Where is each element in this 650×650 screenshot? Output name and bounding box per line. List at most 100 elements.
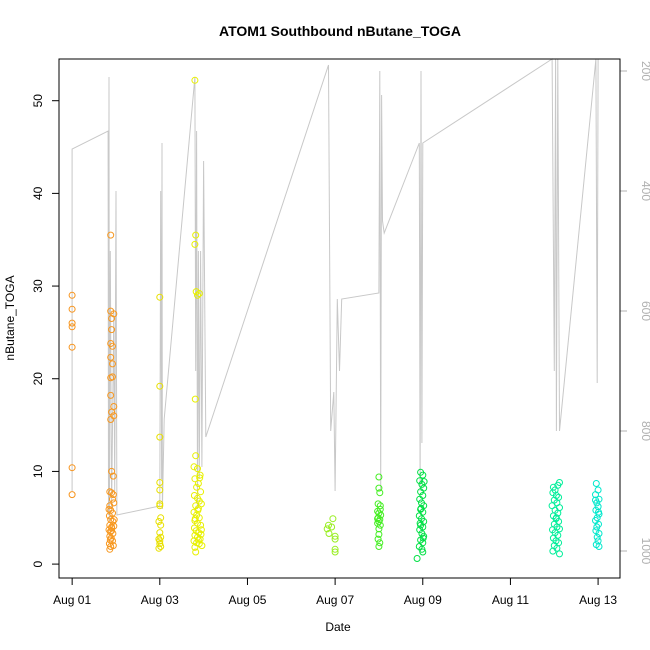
data-point [376,505,384,513]
data-point [190,463,198,471]
data-point [413,555,421,562]
data-point [375,484,383,492]
data-point [157,514,165,522]
data-point [106,545,114,553]
x-tick-label: Aug 01 [53,593,91,607]
data-point [556,550,563,558]
data-point [374,535,382,543]
data-point [193,483,201,491]
data-point [419,508,427,516]
data-point [556,525,563,533]
data-point [68,291,76,299]
data-point [191,543,199,551]
data-point [107,391,115,399]
data-point [156,486,164,494]
data-point [110,310,118,318]
data-point [420,478,428,486]
data-point [593,533,601,541]
series-7 [413,468,428,562]
data-point [419,471,427,479]
data-point [196,471,204,479]
series-8 [548,479,563,558]
data-point [191,395,199,403]
data-point [593,523,601,531]
y-axis-label: nButane_TOGA [3,275,17,360]
data-point [194,536,202,544]
data-point [419,548,427,556]
data-point [191,240,199,248]
data-point [108,467,116,475]
y2-tick-label: 800 [639,421,650,441]
data-point [552,514,560,522]
data-point [417,488,425,496]
series-2 [105,231,118,553]
data-point [375,530,383,538]
data-point [192,548,200,556]
profile-layer [71,58,599,522]
data-point [376,489,384,497]
data-point [194,465,201,473]
data-point [197,526,205,534]
data-point [375,473,383,481]
data-point [156,537,164,545]
data-point [107,353,115,361]
y2-tick-label: 600 [639,301,650,321]
y-tick-label: 50 [31,94,45,108]
data-point [331,548,339,556]
data-point [109,342,116,350]
data-point [156,479,164,486]
data-point [595,508,602,516]
y-tick-label: 30 [31,279,45,293]
data-point [325,530,333,537]
data-point [107,231,115,239]
data-point [155,544,163,552]
data-point [592,480,600,487]
x-tick-label: Aug 09 [404,593,442,607]
data-point [157,533,165,541]
data-point [191,515,199,523]
data-point [105,512,113,520]
chart-title: ATOM1 Southbound nButane_TOGA [219,23,461,39]
data-point [417,505,425,512]
series-1 [68,291,76,499]
data-point [375,543,383,550]
data-point [556,479,563,486]
data-point [197,500,205,508]
data-point [595,543,603,550]
data-point [416,495,424,503]
data-point [109,373,116,381]
data-point [109,472,117,480]
y-tick-label: 0 [31,560,45,567]
x-axis-label: Date [325,620,351,634]
data-point [68,491,76,499]
data-point [194,291,201,299]
x-tick-label: Aug 05 [228,593,266,607]
data-point [595,495,603,503]
data-point [416,526,424,534]
data-point [197,488,205,496]
data-point [108,408,116,416]
data-point [194,506,202,514]
y-tick-label: 40 [31,186,45,200]
data-point [109,491,117,499]
data-point [416,477,424,485]
x-tick-label: Aug 03 [141,593,179,607]
data-point [549,547,557,555]
points-layer [68,76,603,562]
y-tick-label: 10 [31,464,45,478]
data-point [109,542,117,550]
data-point [110,516,118,524]
data-point [156,502,164,510]
data-point [108,524,116,532]
data-point [323,525,331,533]
data-point [376,539,384,547]
series-3 [155,293,165,552]
data-point [68,343,76,351]
series-4 [190,76,206,556]
y2-tick-label: 1000 [639,538,650,565]
series-6 [374,473,385,550]
data-point [328,523,336,531]
data-point [68,323,76,331]
y-tick-label: 20 [31,372,45,386]
data-point [156,529,164,537]
